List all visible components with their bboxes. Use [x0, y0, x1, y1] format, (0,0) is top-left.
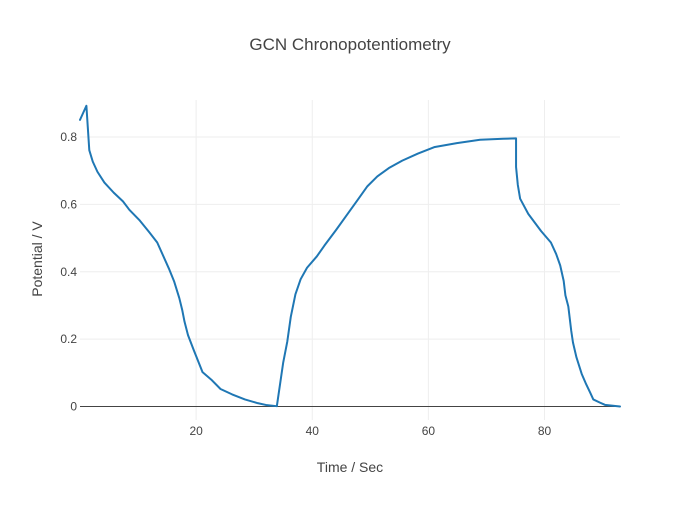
- x-axis-label: Time / Sec: [317, 459, 383, 475]
- x-tick-label: 80: [538, 424, 552, 438]
- y-tick-label: 0.8: [60, 130, 77, 144]
- y-tick-label: 0.2: [60, 332, 77, 346]
- y-tick-label: 0: [70, 400, 77, 414]
- series-layer: [79, 104, 621, 408]
- chart-title: GCN Chronopotentiometry: [249, 35, 451, 54]
- y-tick-label: 0.6: [60, 197, 77, 211]
- y-axis-label: Potential / V: [29, 221, 45, 297]
- x-tick-label: 40: [306, 424, 320, 438]
- x-tick-label: 20: [189, 424, 203, 438]
- x-tick-label: 60: [422, 424, 436, 438]
- y-tick-label: 0.4: [60, 265, 77, 279]
- series-line-0: [79, 104, 621, 408]
- tick-label-layer: 20 40 60 80 0 0.2 0.4 0.6 0.8: [60, 130, 551, 438]
